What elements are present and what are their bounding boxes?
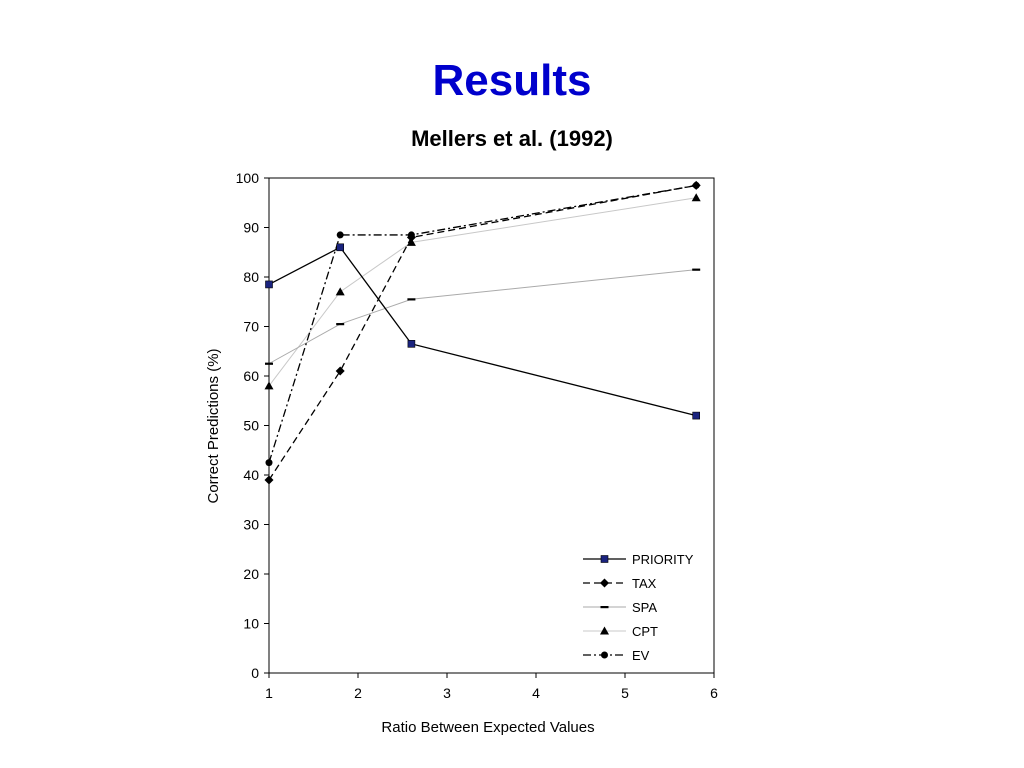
series-line-priority [268,246,697,417]
point-priority-1 [265,280,273,289]
point-ev-4 [692,181,700,189]
legend-label-spa: SPA [632,600,657,615]
point-priority-2 [336,243,345,252]
y-tick-label-0: 0 [251,665,259,681]
series-line-spa [268,269,697,365]
point-cpt-4 [691,193,701,202]
y-tick-label-20: 20 [243,566,259,582]
series-markers [264,180,701,485]
series-lines [268,184,697,481]
legend-marker-cpt [600,626,609,635]
point-spa-3 [407,298,416,301]
legend-marker-spa [600,606,609,609]
point-ev-1 [265,459,273,467]
point-ev-3 [407,231,415,239]
point-priority-3 [407,340,416,348]
x-tick-label-2: 2 [354,685,362,701]
legend-marker-tax [600,578,609,588]
chart-title: Mellers et al. (1992) [411,126,613,151]
point-spa-1 [265,362,273,365]
legend-label-priority: PRIORITY [632,552,694,567]
legend: PRIORITY TAX SPA CPT EV [578,546,706,668]
y-tick-label-40: 40 [243,467,259,483]
series-line-tax [268,184,697,481]
point-spa-2 [336,323,345,326]
y-tick-label-60: 60 [243,368,259,384]
point-cpt-2 [335,287,345,296]
axes: 0 10 20 30 40 50 60 70 80 90 100 1 2 3 4 5 6 [236,170,718,701]
series-line-cpt [268,197,697,387]
x-tick-label-6: 6 [710,685,718,701]
point-cpt-1 [264,381,274,390]
slide-title: Results [432,56,592,105]
legend-marker-ev [601,651,608,659]
point-tax-2 [335,366,345,376]
y-axis-label: Correct Predictions (%) [205,348,222,503]
legend-label-ev: EV [632,648,650,663]
x-tick-label-1: 1 [265,685,273,701]
y-tick-label-10: 10 [243,616,259,632]
point-ev-2 [336,231,344,239]
legend-label-tax: TAX [632,576,657,591]
x-axis-label: Ratio Between Expected Values [381,719,594,736]
point-tax-1 [264,475,274,485]
y-tick-label-90: 90 [243,220,259,236]
x-tick-label-4: 4 [532,685,540,701]
y-tick-label-70: 70 [243,319,259,335]
x-tick-label-3: 3 [443,685,451,701]
point-spa-4 [692,268,701,271]
y-tick-label-100: 100 [236,170,260,186]
y-tick-label-50: 50 [243,418,259,434]
series-line-ev [268,184,697,463]
point-priority-4 [692,411,701,420]
y-tick-label-30: 30 [243,517,259,533]
x-tick-label-5: 5 [621,685,629,701]
legend-marker-priority [600,555,609,563]
y-tick-label-80: 80 [243,269,259,285]
legend-label-cpt: CPT [632,624,658,639]
